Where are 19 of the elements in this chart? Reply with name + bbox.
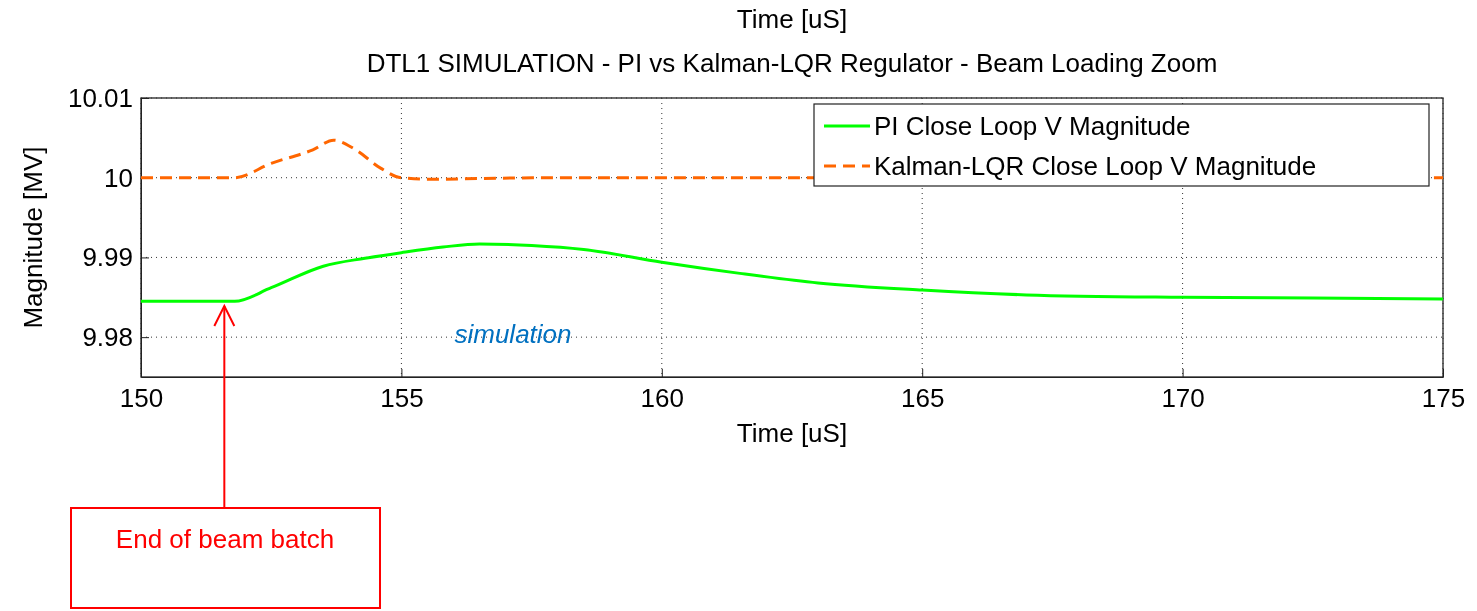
y-tick-label: 9.99 [82,242,133,273]
x-tick-label: 165 [901,383,945,414]
x-tick-label: 175 [1421,383,1466,414]
x-tick-label: 170 [1161,383,1205,414]
legend-label: PI Close Loop V Magnitude [874,111,1191,141]
chart-title: Time [uS] [736,4,848,34]
y-tick-label: 10.01 [67,82,133,113]
y-tick-label: 9.98 [82,321,133,352]
x-tick-label: 160 [640,383,684,414]
annotation: simulation [454,319,572,349]
y-axis-title: Magnitude [MV] [18,146,48,329]
line-series [139,242,1445,303]
annotation: End of beam batch [115,524,335,554]
chart-subtitle: DTL1 SIMULATION - PI vs Kalman-LQR Regulator - Beam Loading Zoom [366,48,1218,78]
x-axis-title: Time [uS] [736,418,848,448]
legend-label: Kalman-LQR Close Loop V Magnitude [874,151,1317,181]
y-tick-label: 10 [104,162,133,193]
x-tick-label: 150 [119,383,164,414]
x-tick-label: 155 [380,383,424,414]
